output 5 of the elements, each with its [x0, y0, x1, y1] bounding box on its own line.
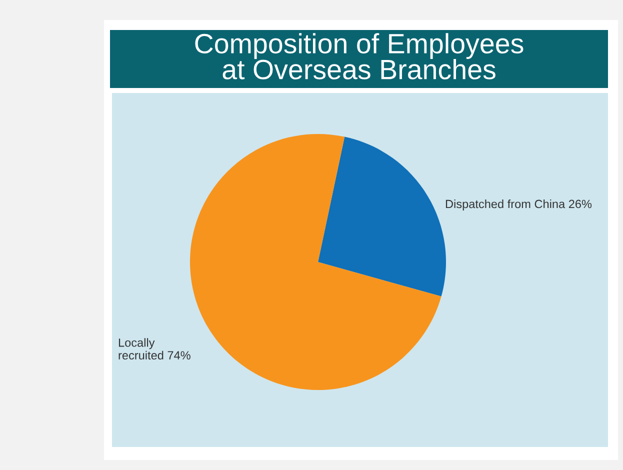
pie-slice	[190, 134, 442, 390]
slice-label: Dispatched from China 26%	[446, 199, 592, 211]
pie-slice	[318, 136, 446, 296]
chart-title: Composition of Employees at Overseas Branches	[195, 33, 524, 80]
slice-label: Locally recruited 74%	[118, 338, 190, 360]
